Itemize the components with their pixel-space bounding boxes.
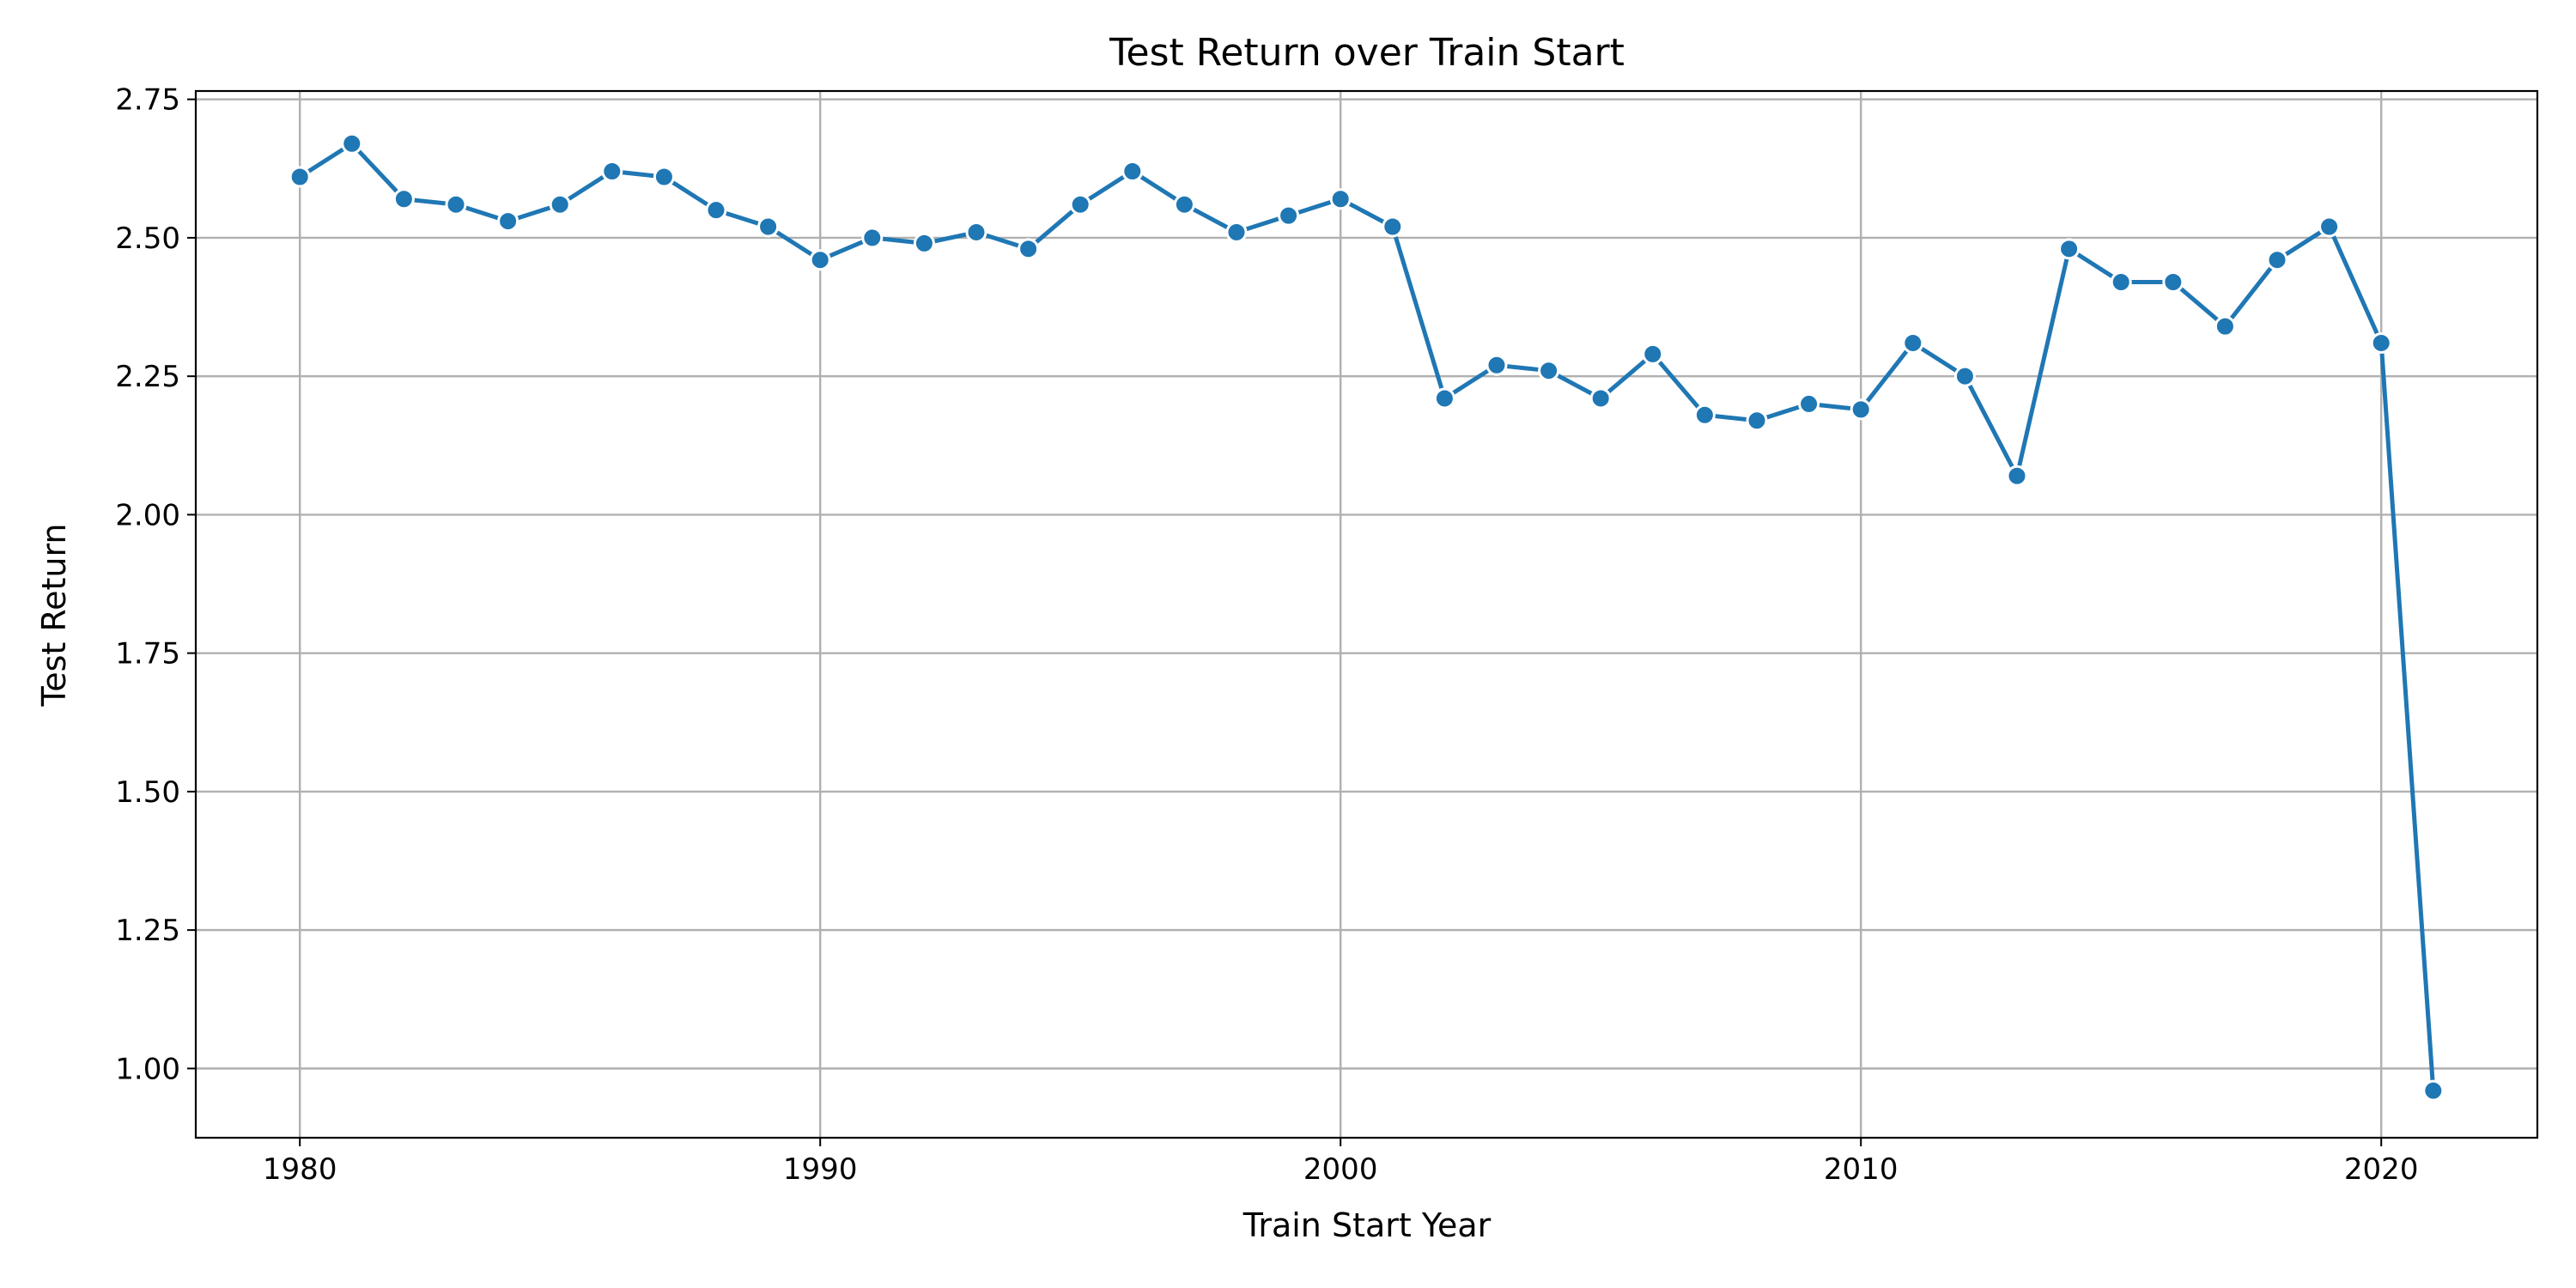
data-point	[1589, 387, 1612, 410]
data-point	[1902, 331, 1924, 354]
data-point	[1121, 161, 1144, 183]
data-point	[2058, 238, 2081, 260]
data-point	[1693, 404, 1716, 426]
data-point	[445, 193, 467, 216]
data-point	[1798, 392, 1820, 415]
data-point	[289, 166, 311, 188]
data-point	[1382, 216, 1404, 238]
y-tick-label: 1.00	[115, 1052, 180, 1086]
data-point	[1642, 343, 1664, 365]
data-point	[1278, 204, 1300, 227]
data-point	[653, 166, 675, 188]
y-tick-label: 1.50	[115, 775, 180, 810]
y-tick-label: 1.75	[115, 637, 180, 671]
data-point	[1953, 365, 1976, 387]
data-point	[913, 232, 935, 254]
chart-title: Test Return over Train Start	[1109, 31, 1625, 75]
ticks: 1980 1990 2000 2010 2020 1.00 1.25 1.50 1.75 2.00…	[115, 83, 2418, 1187]
data-point	[2006, 465, 2028, 487]
data-point	[809, 249, 831, 271]
x-tick-label: 2020	[2344, 1152, 2419, 1187]
data-point	[392, 188, 415, 210]
data-point	[601, 161, 623, 183]
data-point	[2318, 216, 2341, 238]
data-point	[861, 227, 884, 249]
data-point	[1485, 354, 1508, 376]
data-point	[2422, 1079, 2445, 1102]
data-point	[1069, 193, 1091, 216]
data-point	[2110, 271, 2132, 294]
data-point	[1018, 238, 1040, 260]
data-point	[497, 210, 519, 233]
data-point	[1329, 188, 1352, 210]
x-axis-label: Train Start Year	[1242, 1206, 1492, 1244]
y-tick-label: 2.00	[115, 498, 180, 532]
data-point	[1538, 360, 1560, 382]
data-point	[1850, 398, 1872, 421]
x-tick-label: 1990	[783, 1152, 858, 1187]
data-point	[705, 199, 727, 222]
series	[289, 132, 2445, 1102]
data-point	[2266, 249, 2288, 271]
y-tick-label: 1.25	[115, 914, 180, 948]
data-point	[1433, 387, 1455, 410]
data-point	[549, 193, 571, 216]
data-point	[2370, 331, 2392, 354]
data-point	[341, 132, 363, 155]
data-point	[2162, 271, 2184, 294]
x-tick-label: 2000	[1303, 1152, 1378, 1187]
y-axis-label: Test Return	[35, 523, 73, 707]
y-tick-label: 2.50	[115, 222, 180, 256]
data-point	[2214, 315, 2236, 337]
data-point	[1225, 221, 1248, 243]
y-tick-label: 2.75	[115, 83, 180, 118]
y-tick-label: 2.25	[115, 360, 180, 394]
data-point	[965, 221, 987, 243]
data-point	[1746, 410, 1768, 432]
x-tick-label: 1980	[263, 1152, 337, 1187]
grid	[196, 91, 2537, 1138]
axes-frame	[194, 89, 2539, 1139]
data-point	[1173, 193, 1195, 216]
data-point	[757, 216, 780, 238]
x-tick-label: 2010	[1824, 1152, 1899, 1187]
